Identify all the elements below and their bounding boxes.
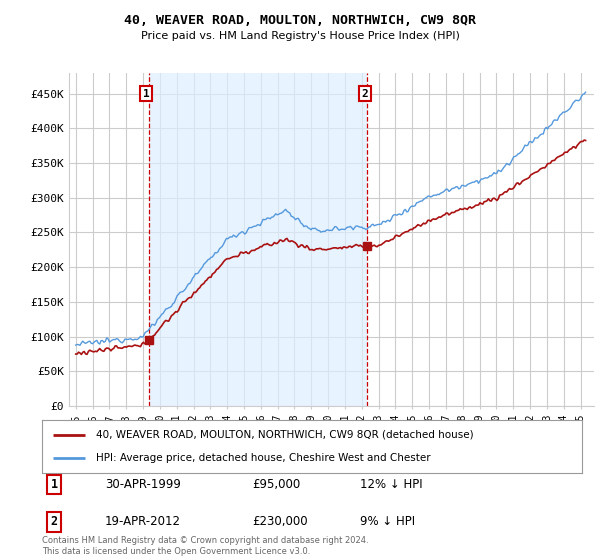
Bar [149,73,367,406]
Text: £230,000: £230,000 [252,515,308,529]
Text: 2: 2 [361,88,368,99]
Text: 40, WEAVER ROAD, MOULTON, NORTHWICH, CW9 8QR (detached house): 40, WEAVER ROAD, MOULTON, NORTHWICH, CW9… [96,430,473,440]
Text: 40, WEAVER ROAD, MOULTON, NORTHWICH, CW9 8QR: 40, WEAVER ROAD, MOULTON, NORTHWICH, CW9… [124,14,476,27]
Text: 1: 1 [143,88,149,99]
Text: 30-APR-1999: 30-APR-1999 [105,478,181,491]
Text: 1: 1 [50,478,58,491]
Text: Price paid vs. HM Land Registry's House Price Index (HPI): Price paid vs. HM Land Registry's House … [140,31,460,41]
Text: 2: 2 [50,515,58,529]
Text: 9% ↓ HPI: 9% ↓ HPI [360,515,415,529]
Text: Contains HM Land Registry data © Crown copyright and database right 2024.
This d: Contains HM Land Registry data © Crown c… [42,536,368,556]
Text: HPI: Average price, detached house, Cheshire West and Chester: HPI: Average price, detached house, Ches… [96,453,431,463]
Text: 12% ↓ HPI: 12% ↓ HPI [360,478,422,491]
Text: £95,000: £95,000 [252,478,300,491]
Text: 19-APR-2012: 19-APR-2012 [105,515,181,529]
